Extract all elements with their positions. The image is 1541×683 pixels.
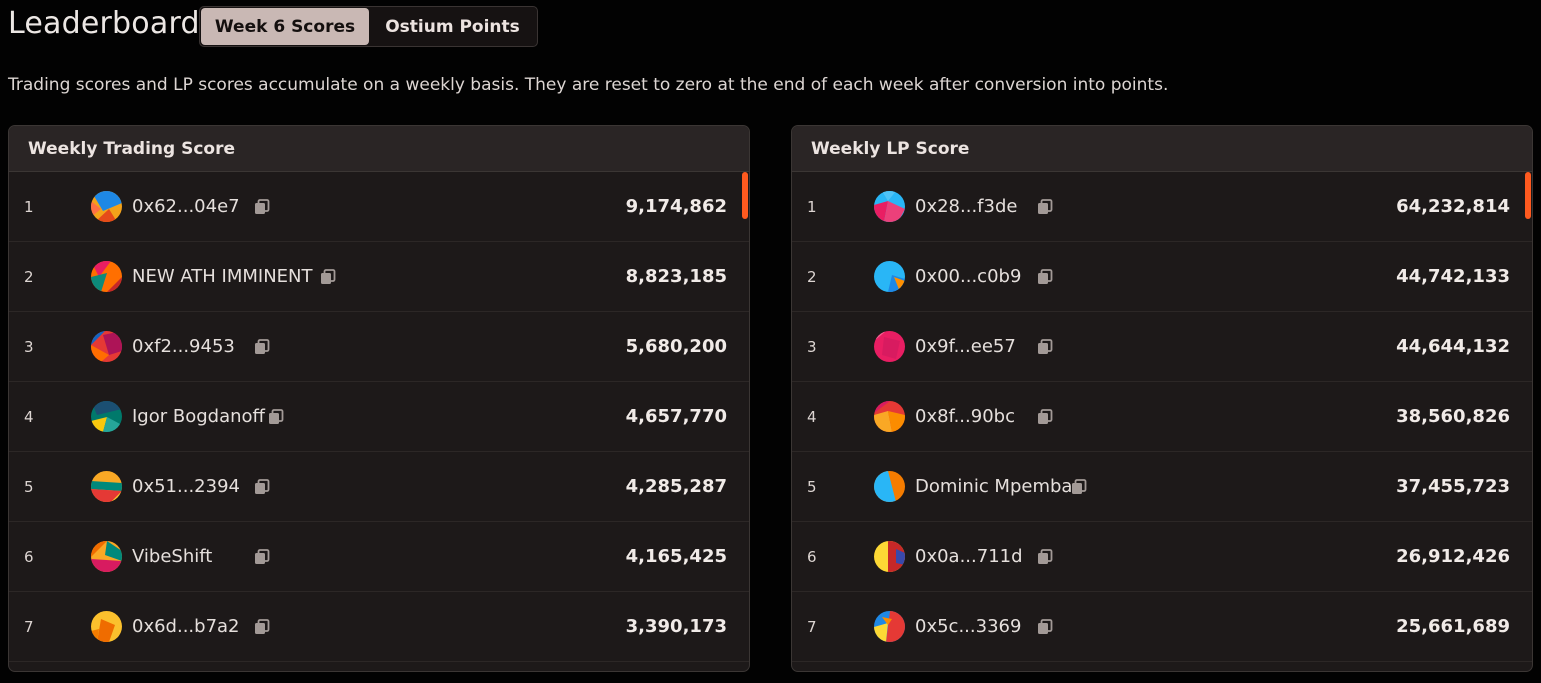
copy-icon[interactable] bbox=[254, 548, 270, 565]
avatar-icon bbox=[874, 191, 905, 222]
score-value: 4,165,425 bbox=[625, 546, 727, 567]
table-row: 5 Dominic Mpemba 37,455,723 bbox=[792, 452, 1532, 522]
rank: 5 bbox=[807, 477, 817, 496]
lp-score-list[interactable]: 1 0x28...f3de 64,232,814 2 0x00...c0b9 4… bbox=[792, 172, 1532, 662]
table-row: 3 0xf2...9453 5,680,200 bbox=[9, 312, 749, 382]
user-name[interactable]: 0x62...04e7 bbox=[132, 196, 240, 217]
tab-group: Week 6 Scores Ostium Points bbox=[199, 6, 538, 47]
rank: 7 bbox=[24, 617, 34, 636]
score-value: 44,644,132 bbox=[1396, 336, 1510, 357]
panel-title: Weekly LP Score bbox=[792, 126, 1532, 172]
avatar-icon bbox=[91, 611, 122, 642]
user-name[interactable]: 0x0a...711d bbox=[915, 546, 1023, 567]
user-name[interactable]: 0x51...2394 bbox=[132, 476, 240, 497]
copy-icon[interactable] bbox=[254, 618, 270, 635]
rank: 1 bbox=[807, 197, 817, 216]
rank: 2 bbox=[807, 267, 817, 286]
rank: 4 bbox=[807, 407, 817, 426]
copy-icon[interactable] bbox=[254, 338, 270, 355]
avatar-icon bbox=[91, 191, 122, 222]
avatar-icon bbox=[874, 261, 905, 292]
table-row: 4 Igor Bogdanoff 4,657,770 bbox=[9, 382, 749, 452]
user-name[interactable]: 0x8f...90bc bbox=[915, 406, 1015, 427]
user-name[interactable]: Igor Bogdanoff bbox=[132, 406, 265, 427]
copy-icon[interactable] bbox=[1037, 618, 1053, 635]
weekly-trading-score-panel: Weekly Trading Score 1 0x62...04e7 9,174… bbox=[8, 125, 750, 672]
rank: 6 bbox=[24, 547, 34, 566]
user-name[interactable]: Dominic Mpemba bbox=[915, 476, 1073, 497]
table-row: 6 VibeShift 4,165,425 bbox=[9, 522, 749, 592]
rank: 3 bbox=[807, 337, 817, 356]
copy-icon[interactable] bbox=[320, 268, 336, 285]
avatar-icon bbox=[91, 261, 122, 292]
copy-icon[interactable] bbox=[254, 198, 270, 215]
weekly-lp-score-panel: Weekly LP Score 1 0x28...f3de 64,232,814… bbox=[791, 125, 1533, 672]
panel-title: Weekly Trading Score bbox=[9, 126, 749, 172]
avatar-icon bbox=[91, 331, 122, 362]
user-name[interactable]: 0x5c...3369 bbox=[915, 616, 1022, 637]
score-value: 3,390,173 bbox=[625, 616, 727, 637]
table-row: 3 0x9f...ee57 44,644,132 bbox=[792, 312, 1532, 382]
scrollbar-thumb[interactable] bbox=[742, 172, 748, 219]
score-value: 8,823,185 bbox=[625, 266, 727, 287]
copy-icon[interactable] bbox=[268, 408, 284, 425]
score-value: 44,742,133 bbox=[1396, 266, 1510, 287]
trading-score-list[interactable]: 1 0x62...04e7 9,174,862 2 NEW ATH IMMINE… bbox=[9, 172, 749, 662]
table-row: 7 0x5c...3369 25,661,689 bbox=[792, 592, 1532, 662]
user-name[interactable]: 0xf2...9453 bbox=[132, 336, 235, 357]
rank: 7 bbox=[807, 617, 817, 636]
tab-week-6-scores[interactable]: Week 6 Scores bbox=[201, 8, 369, 45]
score-value: 64,232,814 bbox=[1396, 196, 1510, 217]
user-name[interactable]: 0x6d...b7a2 bbox=[132, 616, 240, 637]
table-row: 4 0x8f...90bc 38,560,826 bbox=[792, 382, 1532, 452]
copy-icon[interactable] bbox=[1037, 338, 1053, 355]
score-value: 9,174,862 bbox=[625, 196, 727, 217]
copy-icon[interactable] bbox=[254, 478, 270, 495]
user-name[interactable]: VibeShift bbox=[132, 546, 213, 567]
user-name[interactable]: NEW ATH IMMINENT bbox=[132, 266, 313, 287]
user-name[interactable]: 0x28...f3de bbox=[915, 196, 1018, 217]
score-value: 4,657,770 bbox=[625, 406, 727, 427]
table-row: 6 0x0a...711d 26,912,426 bbox=[792, 522, 1532, 592]
score-value: 38,560,826 bbox=[1396, 406, 1510, 427]
avatar-icon bbox=[874, 471, 905, 502]
avatar-icon bbox=[874, 401, 905, 432]
avatar-icon bbox=[874, 331, 905, 362]
avatar-icon bbox=[91, 401, 122, 432]
rank: 2 bbox=[24, 267, 34, 286]
user-name[interactable]: 0x00...c0b9 bbox=[915, 266, 1022, 287]
table-row: 1 0x28...f3de 64,232,814 bbox=[792, 172, 1532, 242]
score-value: 37,455,723 bbox=[1396, 476, 1510, 497]
rank: 6 bbox=[807, 547, 817, 566]
avatar-icon bbox=[874, 541, 905, 572]
rank: 1 bbox=[24, 197, 34, 216]
table-row: 7 0x6d...b7a2 3,390,173 bbox=[9, 592, 749, 662]
tab-ostium-points[interactable]: Ostium Points bbox=[385, 16, 520, 37]
copy-icon[interactable] bbox=[1037, 408, 1053, 425]
rank: 3 bbox=[24, 337, 34, 356]
score-value: 25,661,689 bbox=[1396, 616, 1510, 637]
table-row: 5 0x51...2394 4,285,287 bbox=[9, 452, 749, 522]
rank: 5 bbox=[24, 477, 34, 496]
table-row: 1 0x62...04e7 9,174,862 bbox=[9, 172, 749, 242]
avatar-icon bbox=[874, 611, 905, 642]
page-title: Leaderboard bbox=[8, 6, 200, 41]
score-value: 5,680,200 bbox=[625, 336, 727, 357]
table-row: 2 NEW ATH IMMINENT 8,823,185 bbox=[9, 242, 749, 312]
copy-icon[interactable] bbox=[1037, 548, 1053, 565]
avatar-icon bbox=[91, 541, 122, 572]
copy-icon[interactable] bbox=[1037, 268, 1053, 285]
table-row: 2 0x00...c0b9 44,742,133 bbox=[792, 242, 1532, 312]
copy-icon[interactable] bbox=[1071, 478, 1087, 495]
avatar-icon bbox=[91, 471, 122, 502]
rank: 4 bbox=[24, 407, 34, 426]
score-value: 4,285,287 bbox=[625, 476, 727, 497]
score-value: 26,912,426 bbox=[1396, 546, 1510, 567]
copy-icon[interactable] bbox=[1037, 198, 1053, 215]
scrollbar-thumb[interactable] bbox=[1525, 172, 1531, 219]
user-name[interactable]: 0x9f...ee57 bbox=[915, 336, 1016, 357]
leaderboard-description: Trading scores and LP scores accumulate … bbox=[8, 75, 1169, 95]
